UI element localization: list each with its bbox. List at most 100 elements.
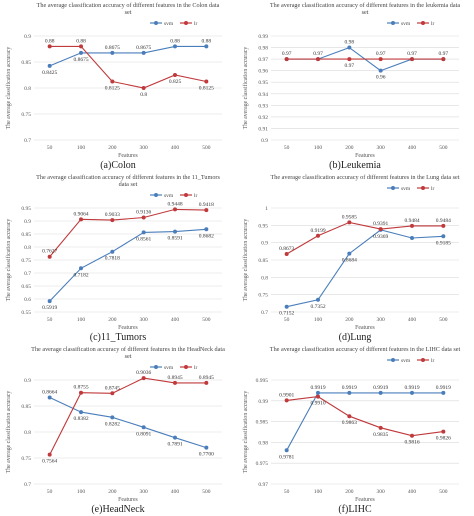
y-tick-label: 0.9 [24, 378, 31, 384]
data-point-lr [141, 86, 146, 90]
data-point-lr [79, 44, 83, 49]
data-point-lr [347, 220, 352, 225]
series-line-svm [49, 45, 207, 67]
data-label-lr: 0.8 [140, 92, 147, 98]
data-point-svm [410, 390, 414, 395]
y-tick-label: 0.95 [258, 80, 268, 86]
series-line-svm [286, 392, 444, 451]
y-tick-label: 0.75 [21, 456, 31, 462]
data-label-lr: 0.97 [282, 51, 292, 57]
y-tick-label: 0.91 [258, 126, 268, 132]
data-point-lr [204, 79, 209, 84]
x-tick-label: 50 [284, 489, 290, 495]
y-tick-label: 0.75 [258, 293, 268, 299]
legend-label-svm: svm [401, 21, 411, 27]
x-axis-label: Features [118, 325, 138, 331]
data-label-lr: 0.9901 [279, 392, 294, 398]
series-line-svm [49, 228, 207, 302]
x-tick-label: 100 [77, 489, 86, 495]
x-axis-label: Features [118, 497, 138, 503]
data-point-svm [316, 390, 320, 395]
data-label-svm: 0.9919 [310, 385, 325, 391]
chart-lihc: The average classification accuracy of d… [242, 346, 461, 515]
data-label-lr: 0.8945 [199, 375, 214, 381]
y-tick-label: 0.85 [21, 232, 31, 238]
legend-label-svm: svm [164, 365, 174, 371]
data-point-svm [79, 266, 83, 271]
data-point-lr [47, 452, 52, 457]
legend-label-svm: svm [401, 186, 411, 192]
data-point-lr [410, 57, 414, 62]
x-tick-label: 50 [284, 317, 290, 323]
data-point-svm [378, 68, 383, 73]
chart-lung: The average classification accuracy of d… [242, 174, 460, 343]
chart-caption: (e)HeadNeck [91, 504, 144, 515]
data-point-svm [347, 390, 352, 395]
data-label-lr: 0.7627 [42, 249, 57, 255]
legend-label-lr: lr [194, 193, 198, 199]
data-point-svm [173, 435, 177, 440]
data-point-svm [347, 251, 352, 256]
y-tick-label: 0.98 [258, 46, 268, 52]
x-tick-label: 50 [284, 145, 290, 151]
data-point-svm [441, 234, 446, 239]
chart-caption: (a)Colon [100, 160, 136, 171]
legend-marker-lr [421, 358, 425, 362]
series-line-svm [49, 397, 207, 449]
legend-label-lr: lr [431, 186, 435, 192]
chart-panel-lung: The average classification accuracy of d… [237, 172, 474, 344]
data-label-svm: 0.9185 [436, 240, 451, 246]
x-tick-label: 200 [108, 145, 117, 151]
x-tick-label: 50 [47, 145, 53, 151]
legend-marker-svm [154, 21, 158, 25]
chart-title: The average classification accuracy of d… [270, 346, 461, 353]
data-point-lr [79, 217, 83, 222]
series-line-lr [49, 377, 207, 455]
x-tick-label: 500 [439, 489, 448, 495]
x-tick-label: 500 [439, 317, 448, 323]
y-tick-label: 0.75 [21, 112, 31, 118]
x-tick-label: 100 [77, 145, 86, 151]
x-tick-label: 300 [140, 489, 149, 495]
y-tick-label: 0.95 [21, 206, 31, 212]
data-point-lr [173, 207, 177, 212]
legend-marker-svm [391, 21, 395, 25]
data-point-lr [441, 57, 446, 62]
x-axis-label: Features [355, 325, 375, 331]
data-label-svm: 0.7152 [279, 311, 294, 317]
data-point-lr [410, 433, 414, 438]
data-point-lr [410, 223, 414, 228]
data-point-svm [173, 229, 177, 234]
data-label-svm: 0.9781 [279, 454, 294, 460]
y-axis-label: The average classification accuracy [242, 391, 249, 474]
legend-marker-lr [184, 21, 188, 25]
data-label-svm: 0.7352 [310, 304, 325, 310]
y-tick-label: 0.95 [258, 223, 268, 229]
data-label-svm: 0.8282 [105, 421, 120, 427]
y-tick-label: 0.9 [24, 34, 31, 40]
chart-colon: The average classification accuracy of d… [5, 2, 222, 171]
data-label-svm: 0.9919 [436, 385, 451, 391]
legend-marker-svm [154, 193, 158, 197]
legend-marker-lr [421, 186, 425, 190]
chart-caption: (b)Leukemia [329, 160, 381, 171]
data-label-lr: 0.97 [407, 51, 417, 57]
data-label-lr: 0.8673 [279, 246, 294, 252]
data-point-lr [284, 252, 289, 257]
y-tick-label: 0.65 [21, 284, 31, 290]
data-label-lr: 0.9036 [136, 370, 151, 376]
y-axis-label: The average classification accuracy [5, 391, 12, 474]
data-label-svm: 0.8682 [199, 233, 214, 239]
data-point-svm [204, 227, 209, 232]
legend-label-svm: svm [401, 358, 411, 364]
data-label-svm: 0.5919 [42, 305, 57, 311]
y-tick-label: 0.9 [261, 138, 268, 144]
chart-panel-leukemia: The average classification accuracy of d… [237, 0, 474, 172]
y-tick-label: 0.8 [24, 245, 31, 251]
chart-panel-lihc: The average classification accuracy of d… [237, 344, 474, 516]
y-tick-label: 0.85 [258, 258, 268, 264]
data-point-svm [347, 45, 352, 50]
chart-panel-headneck: The average classification accuracy of d… [0, 344, 237, 516]
x-tick-label: 400 [408, 145, 417, 151]
chart-panel-colon: The average classification accuracy of d… [0, 0, 237, 172]
